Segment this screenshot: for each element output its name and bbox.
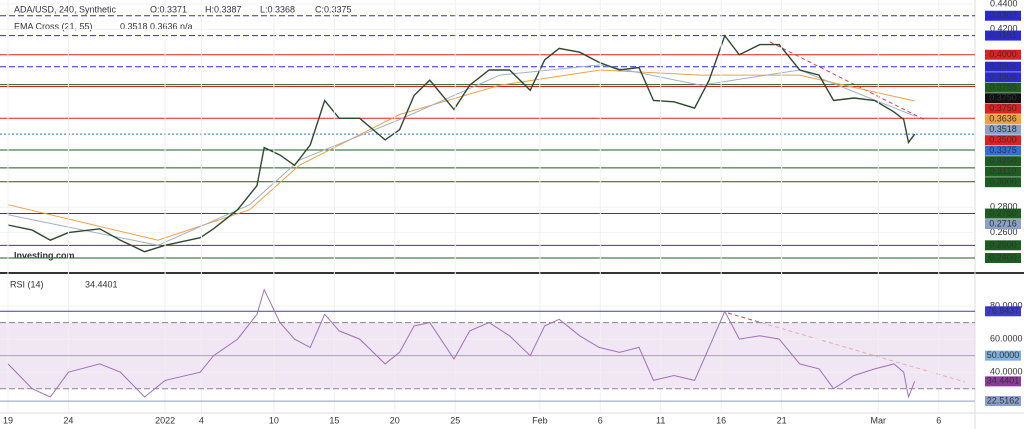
level-label-box [985, 135, 1021, 146]
ohlc-value: H:0.3387 [205, 4, 242, 14]
level-label-box [985, 396, 1021, 407]
level-label-box [985, 30, 1021, 41]
level-label-box [985, 103, 1021, 114]
level-label-box [985, 49, 1021, 60]
ohlc-value: O:0.3371 [150, 4, 187, 14]
level-label-box [985, 253, 1021, 264]
indicator-value: 0.3518 [120, 21, 148, 31]
y-tick-label: 0.4400 [990, 0, 1018, 8]
indicator-value: 0.3636 [150, 21, 178, 31]
level-label-box [985, 82, 1021, 93]
level-label-box [985, 306, 1021, 317]
level-label-box [985, 350, 1021, 361]
watermark: Investing.com [14, 250, 75, 260]
level-label: 0.4307 [989, 10, 1017, 20]
level-label-box [985, 166, 1021, 177]
x-tick-label: 2022 [155, 415, 175, 425]
x-tick-label: 6 [936, 415, 941, 425]
x-tick-label: 21 [777, 415, 787, 425]
level-label-box [985, 156, 1021, 167]
level-label: 0.4000 [989, 49, 1017, 59]
level-label-box [985, 114, 1021, 125]
series-line [7, 288, 916, 399]
level-label: 0.3750 [989, 93, 1017, 103]
y-tick-label: 0.2800 [990, 202, 1018, 212]
level-label: 34.4401 [987, 376, 1020, 386]
indicator-name: EMA Cross (21, 55) [14, 21, 93, 31]
level-label-box [985, 219, 1021, 230]
x-tick-label: 19 [3, 415, 13, 425]
level-label: 0.3110 [990, 166, 1017, 176]
ohlc-value: L:0.3368 [260, 4, 295, 14]
level-label: 22.5162 [987, 395, 1020, 405]
level-label: 0.3765 [989, 82, 1017, 92]
level-label: 0.3906 [989, 61, 1017, 71]
level-label: 50.0000 [987, 350, 1020, 360]
x-tick-label: 11 [656, 415, 665, 425]
level-label-box [985, 93, 1021, 104]
x-tick-label: 4 [199, 415, 204, 425]
x-tick-label: 16 [716, 415, 726, 425]
level-label-box [985, 376, 1021, 387]
level-label: 0.3518 [989, 124, 1017, 134]
level-label-box [985, 61, 1021, 72]
level-label: 0.2716 [989, 218, 1017, 228]
x-tick-label: Mar [871, 415, 887, 425]
level-label: 0.3906 [989, 72, 1017, 82]
level-label: 0.3500 [989, 135, 1017, 145]
level-label: 0.2500 [989, 240, 1017, 250]
level-label: 0.3375 [989, 145, 1017, 155]
level-label: 76.8437 [987, 306, 1020, 316]
level-label-box [985, 124, 1021, 135]
y-tick-label: 40.0000 [990, 367, 1023, 377]
level-label: 0.3750 [989, 103, 1017, 113]
level-label: 0.3000 [989, 177, 1017, 187]
chart-title: ADA/USD, 240, Synthetic [14, 4, 117, 14]
y-tick-label: 0.2600 [990, 227, 1018, 237]
x-tick-label: 6 [598, 415, 603, 425]
level-label-box [985, 208, 1021, 219]
level-label: 0.3636 [989, 114, 1017, 124]
level-label-box [985, 145, 1021, 156]
level-label: 0.4151 [989, 30, 1017, 40]
level-label-box [985, 177, 1021, 188]
x-tick-label: 25 [450, 415, 460, 425]
level-label-box [985, 72, 1021, 83]
y-tick-label: 80.0000 [990, 300, 1023, 310]
ohlc-value: C:0.3375 [315, 4, 352, 14]
indicator-value: n/a [180, 21, 193, 31]
x-tick-label: Feb [532, 415, 548, 425]
y-tick-label: 0.4200 [990, 24, 1018, 34]
series-line [7, 64, 915, 246]
rsi-title: RSI (14) [10, 279, 44, 289]
level-label: 0.2750 [989, 208, 1017, 218]
x-tick-label: 20 [390, 415, 400, 425]
x-tick-label: 15 [329, 415, 339, 425]
level-label-box [985, 240, 1021, 251]
level-label: 0.3250 [989, 156, 1017, 166]
level-label-box [985, 10, 1021, 21]
series-line [7, 34, 916, 253]
rsi-current: 34.4401 [85, 279, 118, 289]
y-tick-label: 60.0000 [990, 334, 1023, 344]
x-tick-label: 10 [269, 415, 279, 425]
x-tick-label: 24 [63, 415, 73, 425]
level-label: 0.2400 [989, 252, 1017, 262]
